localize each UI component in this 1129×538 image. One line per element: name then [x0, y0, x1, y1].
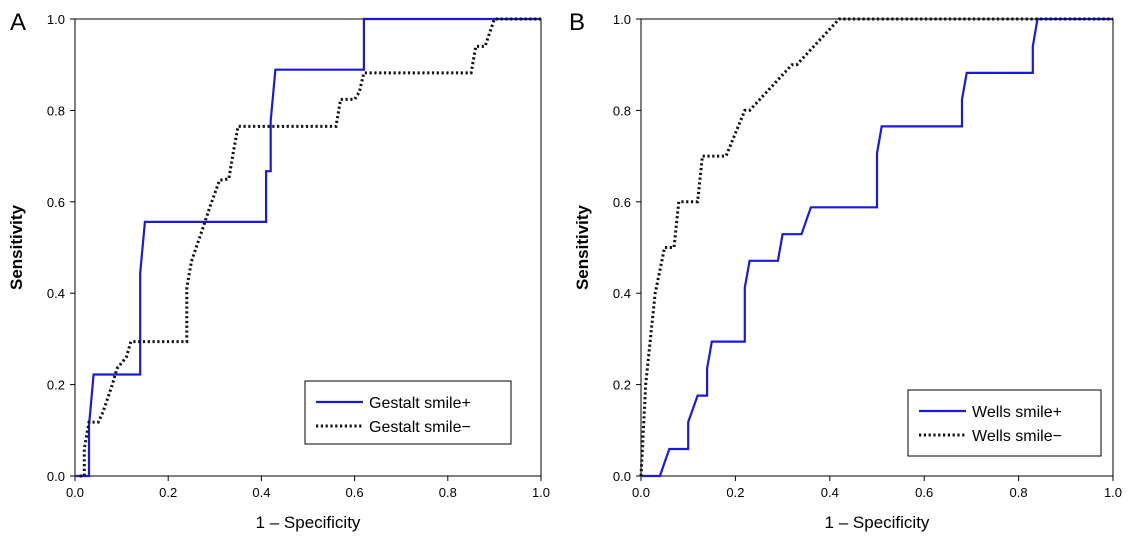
x-tick-label: 0.6	[346, 485, 364, 500]
x-tick-label: 0.0	[66, 485, 84, 500]
y-tick-label: 0.6	[613, 195, 631, 210]
series-line-2	[639, 17, 1113, 477]
y-axis-title: Sensitivity	[573, 204, 592, 290]
x-tick-label: 1.0	[1104, 485, 1122, 500]
legend-label: Gestalt smile−	[369, 419, 471, 436]
y-tick-label: 0.0	[47, 469, 65, 484]
y-tick-label: 1.0	[47, 12, 65, 27]
x-tick-label: 0.2	[159, 485, 177, 500]
x-axis-title: 1 – Specificity	[256, 513, 361, 532]
y-axis-title: Sensitivity	[7, 204, 26, 290]
legend-box	[907, 389, 1102, 457]
panel-letter: A	[10, 9, 26, 36]
y-tick-label: 0.2	[613, 378, 631, 393]
x-tick-label: 0.2	[726, 485, 744, 500]
legend: Gestalt smile+ Gestalt smile−	[304, 380, 512, 445]
legend-label: Gestalt smile+	[369, 395, 471, 412]
series-line-1	[75, 17, 541, 478]
panel-b: B 0.0 0.2 0.4 0.6 0.8 1.0 0.0 0.2 0.4 0.6 0.8 1.0 1 –…	[569, 9, 1122, 532]
y-tick-label: 0.8	[47, 103, 65, 118]
x-tick-label: 0.8	[1010, 485, 1028, 500]
y-tick-label: 0.4	[47, 286, 65, 301]
y-tick-label: 0.8	[613, 103, 631, 118]
x-tick-label: 0.6	[915, 485, 933, 500]
legend-box	[304, 380, 512, 445]
y-tick-label: 0.2	[47, 378, 65, 393]
x-tick-label: 0.4	[821, 485, 839, 500]
y-tick-label: 0.0	[613, 469, 631, 484]
panel-a: A 0.0 0.2 0.4 0.6 0.8 1.0 0.0 0.2 0.4 0.6 0.8 1.0 1 –…	[7, 9, 550, 532]
y-tick-label: 0.4	[613, 286, 631, 301]
x-tick-label: 1.0	[532, 485, 550, 500]
x-tick-label: 0.0	[632, 485, 650, 500]
y-tick-label: 1.0	[613, 12, 631, 27]
x-tick-label: 0.4	[252, 485, 270, 500]
x-axis-title: 1 – Specificity	[825, 513, 930, 532]
panel-letter: B	[569, 9, 585, 36]
plot-frame	[74, 18, 542, 477]
y-tick-label: 0.6	[47, 195, 65, 210]
series-line-1	[641, 17, 1113, 478]
legend-label: Wells smile−	[972, 428, 1062, 445]
legend-label: Wells smile+	[972, 404, 1062, 421]
legend: Wells smile+ Wells smile−	[907, 389, 1102, 457]
x-tick-label: 0.8	[439, 485, 457, 500]
